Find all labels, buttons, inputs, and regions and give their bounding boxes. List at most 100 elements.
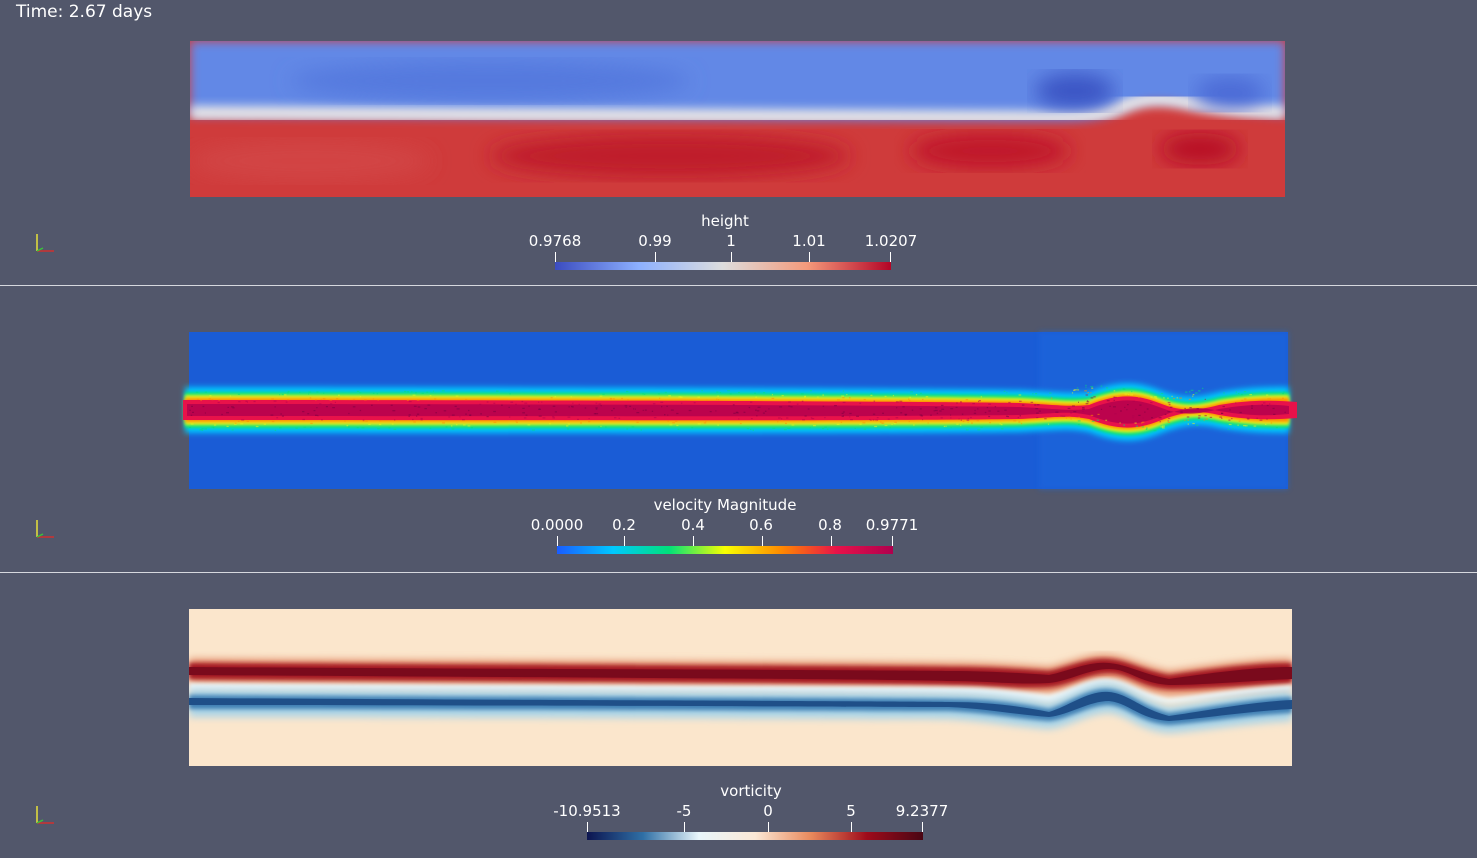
velocity-glyph [672,422,675,424]
velocity-glyph [190,414,193,416]
velocity-glyph [624,405,628,407]
vorticity-field-view[interactable] [189,609,1292,766]
velocity-glyph [1158,417,1162,419]
velocity-glyph [640,429,642,431]
velocity-glyph [554,396,557,398]
velocity-glyph [841,415,844,417]
velocity-glyph [989,422,991,424]
velocity-glyph [986,406,989,409]
velocity-field-view[interactable] [183,332,1297,489]
velocity-glyph [1070,418,1072,420]
velocity-glyph [467,425,471,427]
velocity-glyph [493,421,497,423]
velocity-glyph [791,424,795,426]
velocity-glyph [1093,396,1096,398]
velocity-glyph [1265,423,1267,425]
velocity-glyph [1275,426,1278,429]
colorbar-tick-label: 0.8 [818,516,842,534]
velocity-glyph [849,416,851,418]
velocity-glyph [1055,411,1059,413]
view-divider[interactable] [0,572,1477,573]
velocity-glyph [809,427,811,429]
velocity-glyph [527,424,531,426]
velocity-glyph [1067,407,1071,409]
velocity-glyph [237,420,240,422]
velocity-glyph [1167,421,1171,423]
velocity-glyph [1196,424,1199,426]
velocity-glyph [960,401,962,403]
velocity-glyph [1019,415,1021,417]
velocity-glyph [1135,408,1137,410]
velocity-glyph [1247,418,1250,420]
velocity-glyph [688,409,692,412]
velocity-glyph [1195,392,1198,394]
velocity-glyph [705,421,707,423]
velocity-glyph [876,417,879,419]
view-divider[interactable] [0,285,1477,286]
velocity-glyph [882,422,885,424]
colorbar-tick [555,252,556,262]
velocity-glyph [925,396,929,398]
velocity-glyph [1269,403,1271,405]
velocity-glyph [1259,419,1263,421]
colorbar-tick-label: -5 [676,802,692,820]
velocity-glyph [1038,410,1041,412]
velocity-glyph [1135,425,1138,427]
velocity-glyph [750,428,752,430]
velocity-glyph [1164,413,1167,415]
velocity-glyph [1188,391,1191,393]
velocity-glyph [859,402,862,404]
velocity-glyph [1036,404,1040,406]
velocity-glyph [709,411,712,413]
velocity-glyph [1243,425,1246,427]
velocity-glyph [715,410,717,412]
velocity-glyph [1282,393,1284,395]
velocity-glyph [1204,415,1207,417]
velocity-glyph [554,411,557,413]
velocity-glyph [213,424,217,426]
velocity-glyph [771,397,775,399]
velocity-glyph [1090,392,1092,394]
velocity-glyph [930,414,932,416]
velocity-glyph [605,426,607,428]
velocity-glyph [697,423,701,425]
velocity-glyph [956,402,958,404]
velocity-glyph [1021,404,1025,406]
velocity-glyph [424,408,427,410]
velocity-glyph [693,402,696,404]
velocity-glyph [1034,404,1037,406]
colorbar-gradient [587,832,923,840]
velocity-glyph [854,427,856,429]
velocity-glyph [408,401,412,403]
velocity-glyph [739,422,742,425]
velocity-glyph [509,393,511,395]
velocity-glyph [595,407,598,409]
height-field-view[interactable] [190,41,1285,197]
velocity-glyph [842,415,844,417]
velocity-glyph [965,429,969,431]
velocity-glyph [984,411,987,414]
orientation-axes-widget [32,517,58,539]
velocity-glyph [352,398,356,401]
velocity-glyph [787,427,791,429]
velocity-glyph [525,414,528,416]
velocity-glyph [1237,424,1239,426]
colorbar-tick-label: 1 [726,232,736,250]
velocity-glyph [1238,420,1241,422]
velocity-glyph [1109,405,1111,407]
velocity-glyph [348,426,350,428]
velocity-glyph [237,393,241,395]
velocity-glyph [191,405,193,407]
velocity-glyph [613,407,615,410]
velocity-glyph [1097,413,1100,415]
velocity-glyph [1004,409,1007,411]
velocity-glyph [779,406,783,408]
velocity-glyph [811,418,815,420]
velocity-glyph [1251,407,1253,409]
velocity-glyph [910,391,913,393]
velocity-glyph [895,401,899,403]
velocity-glyph [416,399,420,401]
velocity-glyph [1283,391,1285,393]
velocity-glyph [192,411,194,413]
velocity-glyph [190,423,194,425]
